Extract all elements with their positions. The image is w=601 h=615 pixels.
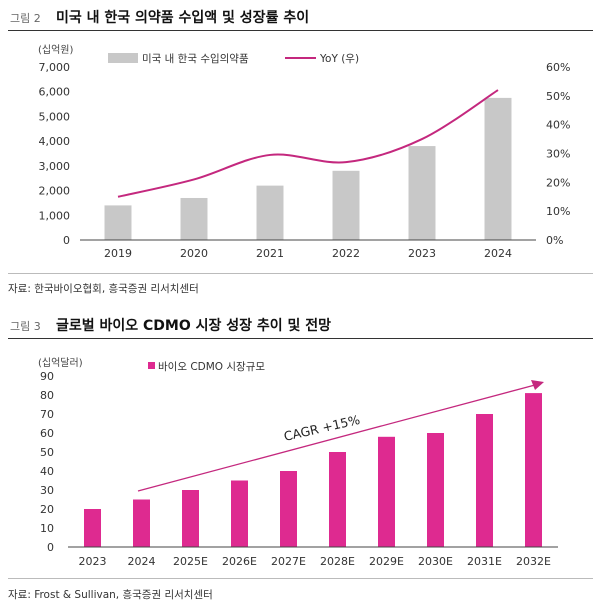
- legend: 미국 내 한국 수입의약품 YoY (우): [108, 52, 359, 65]
- legend-bar-label: 미국 내 한국 수입의약품: [142, 52, 249, 65]
- y-tick-label: 90: [40, 370, 54, 383]
- legend-bar-swatch: [108, 53, 138, 63]
- figure-1-source-rule: [8, 273, 593, 274]
- bar: [378, 436, 395, 547]
- y-tick-label: 6,000: [39, 86, 71, 99]
- x-tick-label: 2022: [332, 247, 360, 260]
- figure-2-source: 자료: Frost & Sullivan, 흥국증권 리서치센터: [8, 589, 213, 601]
- x-tick-label: 2020: [180, 247, 208, 260]
- legend-swatch: [148, 362, 155, 369]
- x-tick-label: 2032E: [516, 555, 551, 568]
- y-tick-label: 5,000: [39, 110, 71, 123]
- y2-tick-label: 50%: [546, 90, 570, 103]
- figure-1: 그림 2 미국 내 한국 의약품 수입액 및 성장률 추이 (십억원) 미국 내…: [0, 0, 601, 300]
- x-tick-label: 2030E: [418, 555, 453, 568]
- bar: [476, 414, 493, 547]
- bar: [329, 452, 346, 547]
- y-tick-label: 40: [40, 465, 54, 478]
- y-tick-label: 0: [47, 541, 54, 554]
- y-tick-label: 1,000: [39, 209, 71, 222]
- y-tick-label: 70: [40, 408, 54, 421]
- y-tick-label: 30: [40, 484, 54, 497]
- bar: [84, 509, 101, 547]
- y-tick-label: 20: [40, 503, 54, 516]
- y-tick-label: 50: [40, 446, 54, 459]
- cagr-label: CAGR +15%: [282, 412, 361, 444]
- x-tick-label: 2024: [128, 555, 156, 568]
- y-tick-label: 0: [63, 234, 70, 247]
- y-axis-unit: (십억달러): [38, 357, 83, 369]
- y-tick-label: 7,000: [39, 61, 71, 74]
- figure-1-chart: (십억원) 미국 내 한국 수입의약품 YoY (우) 0 1,000 2,000 3…: [38, 44, 570, 260]
- y2-tick-label: 40%: [546, 119, 570, 132]
- figure-2-title-row: 그림 3 글로벌 바이오 CDMO 시장 성장 추이 및 전망: [8, 314, 593, 339]
- legend: 바이오 CDMO 시장규모: [148, 361, 265, 373]
- legend-line-label: YoY (우): [319, 53, 359, 65]
- figure-2-source-rule: [8, 578, 593, 579]
- yoy-line: [117, 89, 499, 198]
- figure-2-number: 그림 3: [10, 320, 41, 333]
- bar: [133, 499, 150, 547]
- bar: [525, 393, 542, 547]
- legend-label: 바이오 CDMO 시장규모: [158, 361, 265, 373]
- y-tick-label: 3,000: [39, 160, 71, 173]
- bar: [104, 205, 132, 240]
- figure-2-chart: (십억달러) 바이오 CDMO 시장규모 0 10 20 30 40 50 60 70 80 90…: [38, 357, 558, 568]
- x-tick-label: 2021: [256, 247, 284, 260]
- y2-tick-label: 0%: [546, 234, 563, 247]
- y-tick-label: 2,000: [39, 185, 71, 198]
- figure-1-title-row: 그림 2 미국 내 한국 의약품 수입액 및 성장률 추이: [8, 6, 593, 31]
- bar: [180, 197, 208, 240]
- cagr-arrow-line: [137, 384, 536, 492]
- y2-tick-label: 10%: [546, 205, 570, 218]
- figure-2: 그림 3 글로벌 바이오 CDMO 시장 성장 추이 및 전망 (십억달러) 바…: [0, 310, 601, 615]
- y2-tick-label: 20%: [546, 176, 570, 189]
- y2-tick-label: 30%: [546, 148, 570, 161]
- x-tick-label: 2029E: [369, 555, 404, 568]
- y-tick-label: 80: [40, 389, 54, 402]
- x-tick-label: 2026E: [222, 555, 257, 568]
- x-tick-label: 2025E: [173, 555, 208, 568]
- figure-1-number: 그림 2: [10, 12, 41, 25]
- x-tick-label: 2023: [79, 555, 107, 568]
- y-tick-label: 10: [40, 522, 54, 535]
- y-tick-label: 4,000: [39, 135, 71, 148]
- x-tick-label: 2027E: [271, 555, 306, 568]
- y-axis-unit: (십억원): [38, 44, 74, 56]
- y2-tick-label: 60%: [546, 61, 570, 74]
- cagr-arrow-head: [531, 380, 544, 390]
- x-tick-label: 2023: [408, 247, 436, 260]
- bar: [332, 170, 360, 240]
- x-tick-label: 2031E: [467, 555, 502, 568]
- bar: [182, 490, 199, 547]
- bar: [231, 480, 248, 547]
- x-tick-label: 2019: [104, 247, 132, 260]
- y-tick-label: 60: [40, 427, 54, 440]
- figure-1-title: 미국 내 한국 의약품 수입액 및 성장률 추이: [56, 10, 310, 26]
- bar: [256, 185, 284, 240]
- figure-1-source: 자료: 한국바이오협회, 흥국증권 리서치센터: [8, 283, 199, 295]
- bar: [484, 97, 512, 240]
- figure-2-title: 글로벌 바이오 CDMO 시장 성장 추이 및 전망: [56, 318, 332, 334]
- bar: [408, 146, 436, 240]
- x-tick-label: 2028E: [320, 555, 355, 568]
- x-tick-label: 2024: [484, 247, 512, 260]
- bar: [280, 471, 297, 547]
- bar: [427, 433, 444, 547]
